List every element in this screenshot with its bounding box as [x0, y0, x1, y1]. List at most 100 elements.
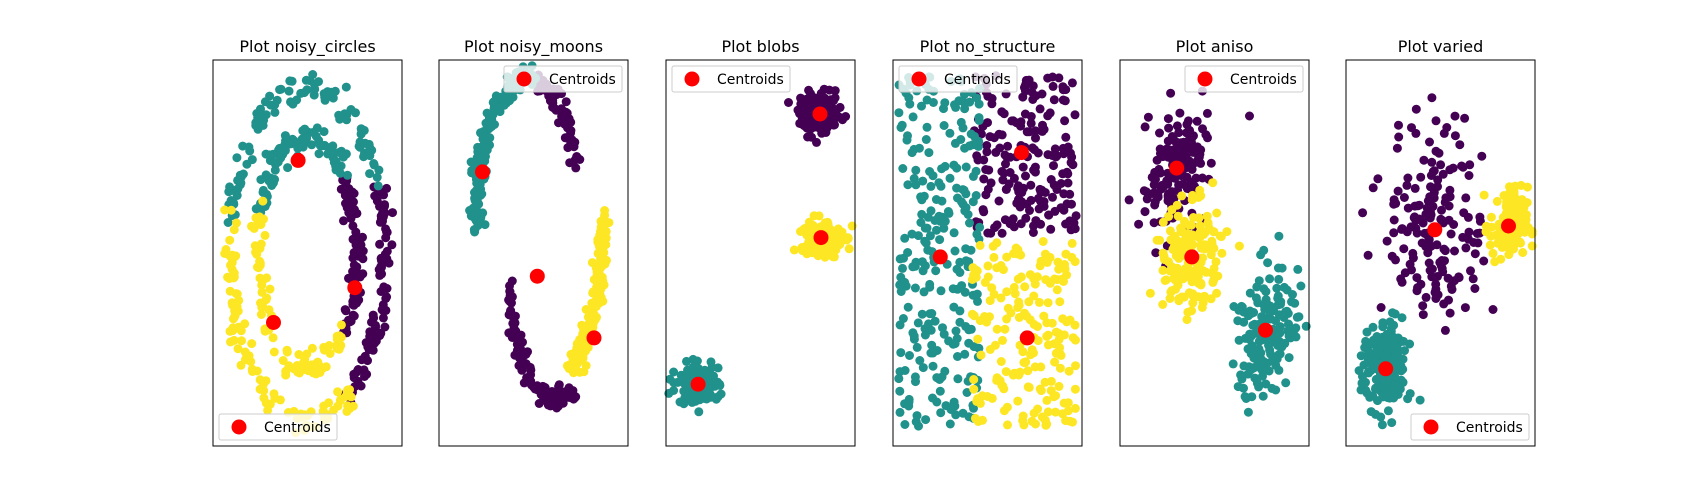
scatter-point-cluster-0: [1048, 192, 1057, 202]
scatter-point-cluster-2: [1208, 178, 1218, 188]
scatter-point-cluster-2: [278, 356, 288, 365]
scatter-point-cluster-0: [1416, 172, 1426, 182]
scatter-point-cluster-2: [843, 233, 853, 243]
scatter-point-cluster-1: [1239, 317, 1249, 327]
scatter-point-cluster-0: [1149, 218, 1159, 228]
scatter-point-cluster-0: [1444, 295, 1453, 305]
scatter-point-cluster-0: [1425, 192, 1435, 202]
scatter-point-cluster-1: [1256, 348, 1266, 358]
scatter-point-cluster-1: [1246, 309, 1256, 318]
scatter-point-cluster-1: [342, 115, 352, 125]
legend: Centroids: [503, 65, 623, 93]
scatter-point-cluster-2: [281, 370, 291, 380]
scatter-point-cluster-0: [350, 207, 360, 217]
scatter-point-cluster-1: [905, 351, 914, 360]
scatter-point-cluster-2: [1177, 225, 1187, 235]
scatter-point-cluster-2: [1188, 230, 1197, 240]
centroid-marker-0: [475, 164, 490, 180]
scatter-point-cluster-0: [1183, 116, 1193, 126]
scatter-point-cluster-0: [1424, 202, 1434, 212]
scatter-point-cluster-1: [1247, 392, 1257, 402]
scatter-point-cluster-1: [953, 193, 962, 203]
scatter-point-cluster-2: [1158, 265, 1168, 275]
scatter-point-cluster-2: [983, 261, 993, 271]
scatter-point-cluster-1: [247, 155, 257, 165]
scatter-point-cluster-1: [949, 228, 959, 238]
scatter-point-cluster-2: [581, 361, 591, 371]
scatter-point-cluster-2: [260, 326, 270, 336]
scatter-point-cluster-0: [997, 228, 1007, 238]
centroid-marker-1: [529, 268, 545, 284]
scatter-point-cluster-2: [789, 245, 799, 255]
scatter-point-cluster-1: [688, 368, 698, 378]
scatter-point-cluster-2: [237, 336, 246, 346]
centroid-marker-0: [1169, 160, 1185, 176]
scatter-point-cluster-0: [1016, 117, 1026, 127]
centroid-marker-0: [1014, 145, 1029, 161]
scatter-point-cluster-0: [1436, 160, 1446, 170]
scatter-point-cluster-1: [918, 363, 928, 373]
scatter-point-cluster-1: [338, 152, 348, 162]
scatter-point-cluster-0: [1392, 143, 1402, 153]
scatter-point-cluster-0: [1182, 184, 1192, 193]
scatter-point-cluster-0: [1206, 158, 1216, 168]
scatter-point-cluster-2: [1206, 250, 1216, 260]
scatter-point-cluster-2: [1014, 297, 1024, 307]
scatter-point-cluster-0: [1405, 259, 1415, 269]
scatter-point-cluster-0: [986, 228, 996, 238]
scatter-point-cluster-2: [1070, 384, 1080, 394]
scatter-point-cluster-0: [1368, 183, 1378, 193]
scatter-point-cluster-2: [1033, 404, 1043, 414]
scatter-point-cluster-2: [1492, 196, 1502, 206]
scatter-point-cluster-1: [1356, 351, 1366, 361]
scatter-point-cluster-1: [1415, 395, 1425, 405]
scatter-point-cluster-2: [992, 263, 1002, 273]
scatter-point-cluster-2: [820, 249, 830, 259]
scatter-point-cluster-2: [600, 210, 610, 220]
scatter-point-cluster-0: [1411, 104, 1421, 114]
scatter-point-cluster-2: [259, 393, 269, 403]
scatter-point-cluster-2: [985, 345, 995, 354]
scatter-point-cluster-1: [897, 120, 907, 130]
scatter-point-cluster-2: [587, 258, 597, 268]
scatter-point-cluster-2: [1207, 239, 1217, 249]
scatter-point-cluster-1: [920, 330, 930, 340]
scatter-point-cluster-2: [1046, 386, 1056, 396]
scatter-point-cluster-2: [992, 238, 1002, 248]
scatter-point-cluster-0: [1150, 200, 1160, 210]
scatter-point-cluster-2: [1009, 282, 1019, 292]
scatter-point-cluster-0: [989, 133, 999, 143]
scatter-point-cluster-2: [575, 335, 585, 344]
scatter-point-cluster-0: [1202, 108, 1212, 118]
scatter-point-cluster-1: [918, 266, 928, 276]
scatter-point-cluster-2: [1186, 270, 1196, 280]
scatter-point-cluster-2: [1043, 407, 1053, 417]
scatter-point-cluster-0: [1043, 111, 1053, 121]
scatter-point-cluster-2: [1503, 200, 1513, 210]
scatter-point-cluster-2: [1062, 317, 1072, 327]
scatter-point-cluster-0: [1155, 144, 1165, 154]
scatter-point-cluster-0: [982, 147, 992, 157]
scatter-point-cluster-2: [1164, 212, 1174, 221]
scatter-point-cluster-0: [1399, 193, 1409, 202]
scatter-point-cluster-1: [1275, 328, 1285, 338]
scatter-point-cluster-0: [994, 196, 1004, 206]
scatter-point-cluster-0: [353, 235, 363, 245]
scatter-point-cluster-0: [377, 305, 387, 315]
scatter-point-cluster-0: [1031, 133, 1040, 143]
scatter-point-cluster-1: [1288, 290, 1297, 299]
scatter-point-cluster-2: [1202, 211, 1212, 221]
scatter-point-cluster-1: [939, 121, 949, 130]
scatter-point-cluster-2: [233, 306, 243, 316]
scatter-point-cluster-0: [507, 276, 517, 286]
scatter-point-cluster-2: [345, 404, 355, 413]
scatter-point-cluster-1: [925, 279, 935, 289]
scatter-point-cluster-2: [597, 219, 607, 229]
scatter-point-cluster-2: [322, 344, 331, 354]
scatter-point-cluster-1: [1386, 324, 1396, 334]
scatter-point-cluster-0: [363, 342, 373, 352]
scatter-point-cluster-2: [255, 258, 265, 268]
legend-label: Centroids: [549, 72, 616, 88]
scatter-point-cluster-1: [1271, 385, 1281, 395]
scatter-point-cluster-1: [917, 309, 927, 319]
